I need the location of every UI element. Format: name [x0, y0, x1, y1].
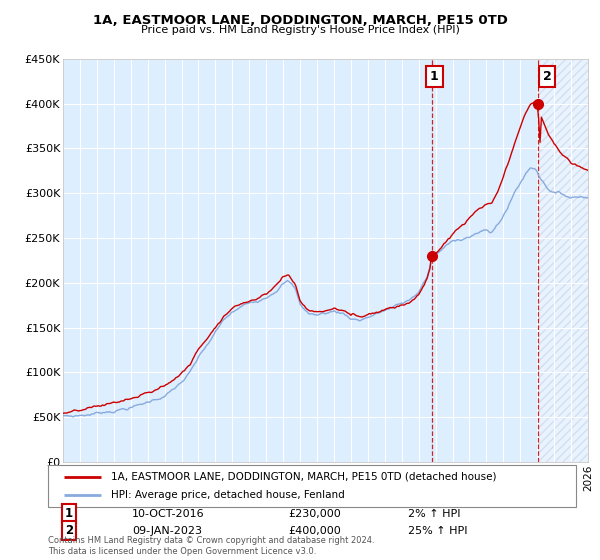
Text: 1A, EASTMOOR LANE, DODDINGTON, MARCH, PE15 0TD: 1A, EASTMOOR LANE, DODDINGTON, MARCH, PE…: [92, 14, 508, 27]
Text: £400,000: £400,000: [288, 526, 341, 536]
Text: 1: 1: [65, 507, 73, 520]
Text: 2: 2: [542, 70, 551, 83]
Text: Price paid vs. HM Land Registry's House Price Index (HPI): Price paid vs. HM Land Registry's House …: [140, 25, 460, 35]
Text: 1A, EASTMOOR LANE, DODDINGTON, MARCH, PE15 0TD (detached house): 1A, EASTMOOR LANE, DODDINGTON, MARCH, PE…: [112, 472, 497, 482]
Text: £230,000: £230,000: [288, 508, 341, 519]
Text: 2% ↑ HPI: 2% ↑ HPI: [408, 508, 461, 519]
Bar: [432, 59, 596, 462]
Text: 25% ↑ HPI: 25% ↑ HPI: [408, 526, 467, 536]
Text: 09-JAN-2023: 09-JAN-2023: [132, 526, 202, 536]
Text: 1: 1: [430, 70, 439, 83]
Text: HPI: Average price, detached house, Fenland: HPI: Average price, detached house, Fenl…: [112, 490, 345, 500]
Text: 2: 2: [65, 524, 73, 538]
Text: Contains HM Land Registry data © Crown copyright and database right 2024.
This d: Contains HM Land Registry data © Crown c…: [48, 536, 374, 556]
Bar: [538, 59, 596, 462]
Text: 10-OCT-2016: 10-OCT-2016: [132, 508, 205, 519]
